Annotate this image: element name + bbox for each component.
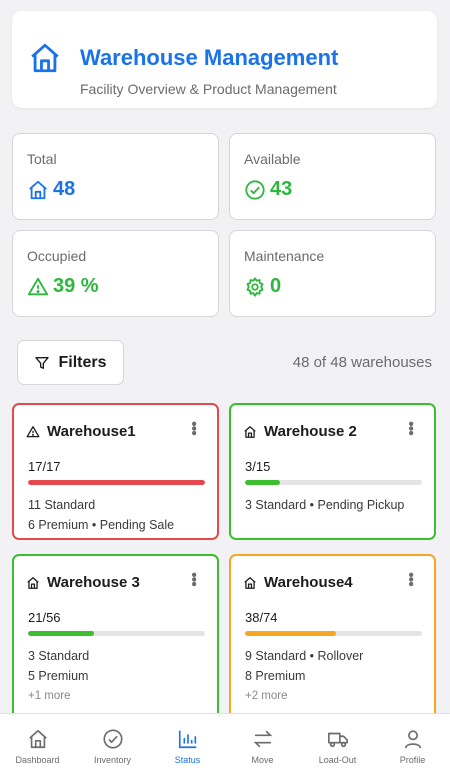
- nav-item-profile[interactable]: Profile: [375, 714, 450, 777]
- nav-item-inventory[interactable]: Inventory: [75, 714, 150, 777]
- warehouse-capacity: 21/56: [28, 610, 61, 625]
- warehouse-name: Warehouse1: [47, 423, 136, 440]
- check-circle-icon: [245, 179, 265, 200]
- bar-chart-icon: [178, 730, 196, 749]
- nav-item-load-out[interactable]: Load-Out: [300, 714, 375, 777]
- nav-label: Move: [251, 755, 274, 765]
- home-icon: [27, 576, 39, 589]
- stat-label: Available: [244, 151, 301, 167]
- more-options-icon[interactable]: •••: [185, 421, 202, 435]
- stat-value: 48: [53, 178, 76, 200]
- warning-icon: [26, 425, 40, 437]
- warehouse-card-2[interactable]: Warehouse 2 ••• 3/15 3 Standard • Pendin…: [229, 403, 436, 540]
- stat-value: 43: [270, 178, 293, 200]
- home-icon: [29, 180, 47, 199]
- home-icon: [31, 43, 59, 73]
- stat-label: Maintenance: [244, 248, 325, 264]
- gear-icon: [246, 276, 264, 297]
- nav-item-status[interactable]: Status: [150, 714, 225, 777]
- header-card: Warehouse Management Facility Overview &…: [12, 11, 437, 108]
- warehouse-name: Warehouse4: [264, 574, 353, 591]
- warning-icon: [27, 277, 49, 295]
- nav-item-move[interactable]: Move: [225, 714, 300, 777]
- capacity-bar-fill: [28, 480, 205, 485]
- nav-label: Status: [174, 755, 201, 765]
- stat-value: 39 %: [53, 275, 99, 297]
- person-icon: [404, 730, 421, 749]
- stat-occupied: Occupied 39 %: [12, 230, 219, 317]
- nav-item-dashboard[interactable]: Dashboard: [0, 714, 75, 777]
- warehouse-card-4[interactable]: Warehouse4 ••• 38/74 9 Standard • Rollov…: [229, 554, 436, 724]
- warehouse-detail: 3 Standard • Pending Pickup: [245, 498, 405, 512]
- more-options-icon[interactable]: •••: [402, 572, 419, 586]
- home-icon: [244, 576, 256, 589]
- page-title: Warehouse Management: [80, 45, 339, 70]
- warehouse-detail: 3 Standard: [28, 649, 90, 663]
- more-count[interactable]: +2 more: [245, 690, 288, 702]
- more-options-icon[interactable]: •••: [402, 421, 419, 435]
- swap-arrows-icon: [253, 730, 272, 748]
- capacity-bar-fill: [245, 480, 281, 485]
- check-circle-icon: [102, 729, 123, 749]
- nav-label: Load-Out: [318, 755, 357, 765]
- warehouse-detail: 5 Premium: [28, 669, 89, 683]
- page-subtitle: Facility Overview & Product Management: [80, 81, 337, 97]
- warehouse-detail: 8 Premium: [245, 669, 306, 683]
- stat-label: Total: [27, 151, 57, 167]
- stat-maintenance: Maintenance 0: [229, 230, 436, 317]
- stat-value: 0: [270, 275, 282, 297]
- home-icon: [28, 729, 47, 749]
- home-icon: [244, 425, 256, 438]
- nav-label: Dashboard: [15, 755, 60, 765]
- nav-label: Inventory: [93, 755, 132, 765]
- warehouse-card-3[interactable]: Warehouse 3 ••• 21/56 3 Standard 5 Premi…: [12, 554, 219, 724]
- nav-label: Profile: [399, 755, 426, 765]
- more-options-icon[interactable]: •••: [185, 572, 202, 586]
- capacity-bar-fill: [28, 631, 95, 636]
- capacity-bar: [28, 631, 205, 636]
- warehouse-detail: 9 Standard • Rollover: [245, 649, 364, 663]
- warehouse-capacity: 17/17: [28, 459, 61, 474]
- more-count[interactable]: +1 more: [28, 690, 71, 702]
- warehouse-count: 48 of 48 warehouses: [292, 354, 432, 371]
- capacity-bar: [28, 480, 205, 485]
- filter-icon: [35, 356, 50, 369]
- warehouse-capacity: 38/74: [245, 610, 278, 625]
- stat-available: Available 43: [229, 133, 436, 220]
- warehouse-capacity: 3/15: [245, 459, 271, 474]
- capacity-bar: [245, 631, 422, 636]
- warehouse-card-1[interactable]: Warehouse1 ••• 17/17 11 Standard 6 Premi…: [12, 403, 219, 540]
- stat-label: Occupied: [27, 248, 87, 264]
- stat-total: Total 48: [12, 133, 219, 220]
- warehouse-detail: 6 Premium • Pending Sale: [28, 518, 175, 532]
- capacity-bar: [245, 480, 422, 485]
- bottom-nav: Dashboard Inventory Status Move Load-Out…: [0, 713, 450, 777]
- warehouse-name: Warehouse 3: [47, 574, 140, 591]
- warehouse-name: Warehouse 2: [264, 423, 357, 440]
- capacity-bar-fill: [245, 631, 336, 636]
- truck-icon: [327, 732, 348, 748]
- filters-button[interactable]: Filters: [17, 340, 124, 385]
- filters-label: Filters: [58, 353, 107, 371]
- warehouse-detail: 11 Standard: [28, 498, 96, 512]
